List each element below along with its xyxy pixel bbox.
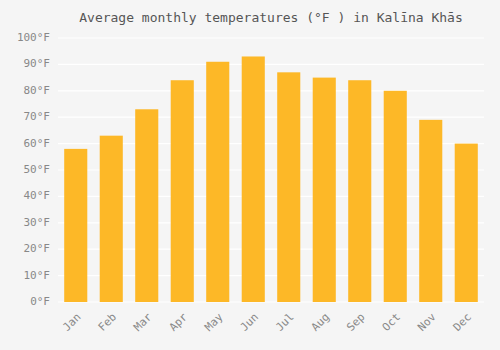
y-tick-label: 60°F (24, 137, 51, 150)
y-tick-label: 100°F (17, 31, 50, 44)
grid-line (58, 37, 484, 38)
y-axis: 0°F 10°F 20°F 30°F 40°F 50°F 60°F 70°F 80°F 90°F 1… (17, 31, 484, 308)
background (0, 0, 500, 350)
bar (277, 72, 300, 302)
bar (135, 109, 158, 302)
bar (64, 149, 87, 302)
y-tick-label: 40°F (24, 189, 51, 202)
chart-container: Average monthly temperatures (°F ) in Ka… (0, 0, 500, 350)
x-tick-label: Sep (344, 311, 367, 334)
x-tick-label: Nov (415, 310, 439, 334)
y-tick-label: 30°F (24, 216, 51, 229)
bar (419, 120, 442, 302)
bar (455, 144, 478, 302)
x-tick-label: Mar (131, 310, 155, 334)
x-tick-label: Apr (167, 310, 191, 334)
x-tick-label: Dec (451, 311, 474, 334)
x-tick-label: Feb (96, 311, 119, 334)
x-tick-label: Jan (60, 311, 83, 334)
grid-line (58, 90, 484, 91)
chart: Average monthly temperatures (°F ) in Ka… (0, 0, 500, 350)
x-tick-label: Jun (238, 311, 261, 334)
bar (348, 80, 371, 302)
bar (100, 136, 123, 302)
bars (64, 56, 478, 302)
grid-line (58, 64, 484, 65)
y-tick-label: 50°F (24, 163, 51, 176)
y-tick-label: 70°F (24, 110, 51, 123)
y-tick-label: 10°F (24, 269, 51, 282)
x-tick-label: Aug (309, 311, 332, 334)
x-tick-label: Oct (380, 311, 403, 334)
y-tick-label: 90°F (24, 57, 51, 70)
title: Average monthly temperatures (°F ) in Ka… (79, 10, 463, 25)
y-tick-label: 20°F (24, 242, 51, 255)
x-tick-label: May (202, 310, 226, 334)
bar (242, 56, 265, 302)
x-tick-label: Jul (273, 311, 296, 334)
bar (171, 80, 194, 302)
bar (313, 78, 336, 302)
y-tick-label: 80°F (24, 84, 51, 97)
grid-line (58, 117, 484, 118)
bar (206, 62, 229, 302)
x-axis: Jan Feb Mar Apr May Jun Jul Aug Sep Oct Nov Dec (60, 310, 474, 334)
bar (384, 91, 407, 302)
y-tick-label: 0°F (30, 295, 50, 308)
